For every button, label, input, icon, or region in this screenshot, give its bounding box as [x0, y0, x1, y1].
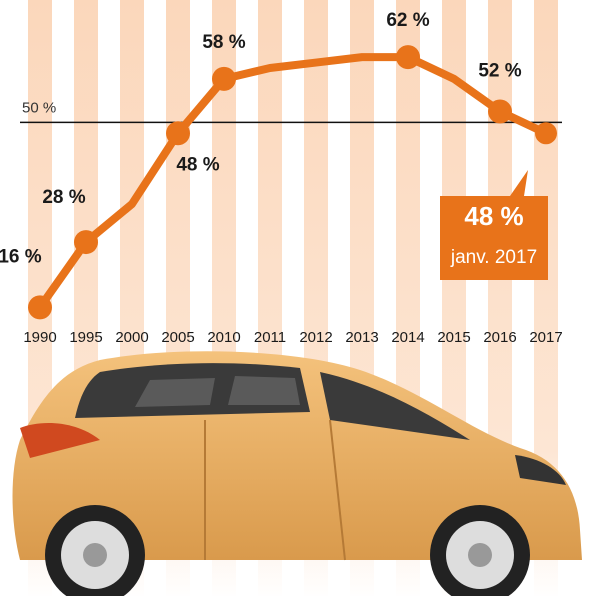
- x-tick-label: 1995: [69, 329, 102, 346]
- x-tick-label: 2010: [207, 329, 240, 346]
- reference-label: 50 %: [22, 99, 56, 116]
- x-tick-label: 2000: [115, 329, 148, 346]
- car: [0, 351, 594, 606]
- value-label: 52 %: [478, 61, 521, 82]
- marker: [396, 45, 420, 70]
- x-tick-label: 2005: [161, 329, 194, 346]
- callout-date: janv. 2017: [450, 247, 537, 268]
- value-label: 58 %: [202, 32, 245, 53]
- marker: [535, 122, 557, 145]
- marker: [488, 99, 512, 124]
- x-tick-label: 2014: [391, 329, 424, 346]
- line: [36, 53, 548, 310]
- callout: 48 % janv. 2017: [440, 170, 548, 280]
- x-tick-label: 2011: [254, 329, 286, 346]
- x-tick-label: 2017: [529, 329, 562, 346]
- value-label: 48 %: [176, 154, 219, 175]
- marker: [212, 66, 236, 91]
- value-label: 28 %: [42, 187, 85, 208]
- marker: [28, 295, 52, 320]
- value-label: 62 %: [386, 10, 429, 31]
- x-tick-label: 2016: [483, 329, 516, 346]
- callout-value: 48 %: [464, 201, 523, 231]
- marker: [166, 121, 190, 146]
- x-tick-label: 2012: [299, 329, 332, 346]
- x-tick-label: 1990: [23, 329, 56, 346]
- x-tick-label: 2015: [437, 329, 470, 346]
- value-label: 16 %: [0, 246, 42, 267]
- marker: [74, 230, 98, 255]
- x-tick-label: 2013: [345, 329, 378, 346]
